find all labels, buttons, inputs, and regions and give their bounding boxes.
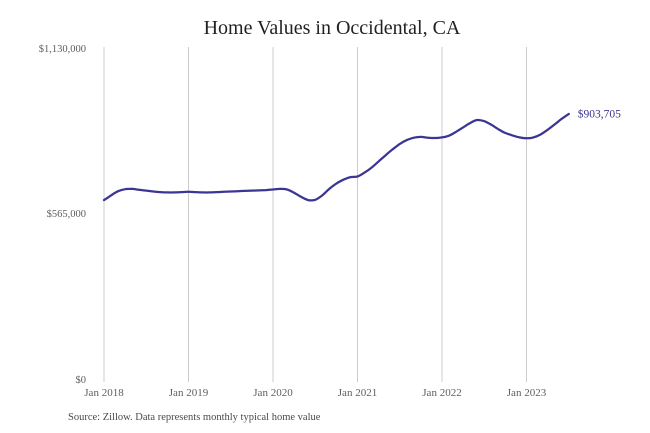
x-axis-label: Jan 2019 bbox=[169, 387, 209, 399]
x-axis-label: Jan 2021 bbox=[338, 387, 377, 399]
x-axis-label: Jan 2020 bbox=[253, 387, 293, 399]
x-axis-label: Jan 2018 bbox=[84, 387, 124, 399]
y-axis-label-mid: $565,000 bbox=[46, 209, 86, 220]
x-axis-label: Jan 2022 bbox=[422, 387, 461, 399]
y-axis-label-zero: $0 bbox=[75, 375, 87, 386]
last-value-label: $903,705 bbox=[578, 107, 621, 120]
source-note: Source: Zillow. Data represents monthly … bbox=[68, 412, 321, 423]
home-value-line bbox=[102, 112, 570, 202]
x-axis-label: Jan 2023 bbox=[507, 387, 547, 399]
y-axis-label-max: $1,130,000 bbox=[38, 44, 86, 55]
chart-title: Home Values in Occidental, CA bbox=[203, 17, 461, 39]
